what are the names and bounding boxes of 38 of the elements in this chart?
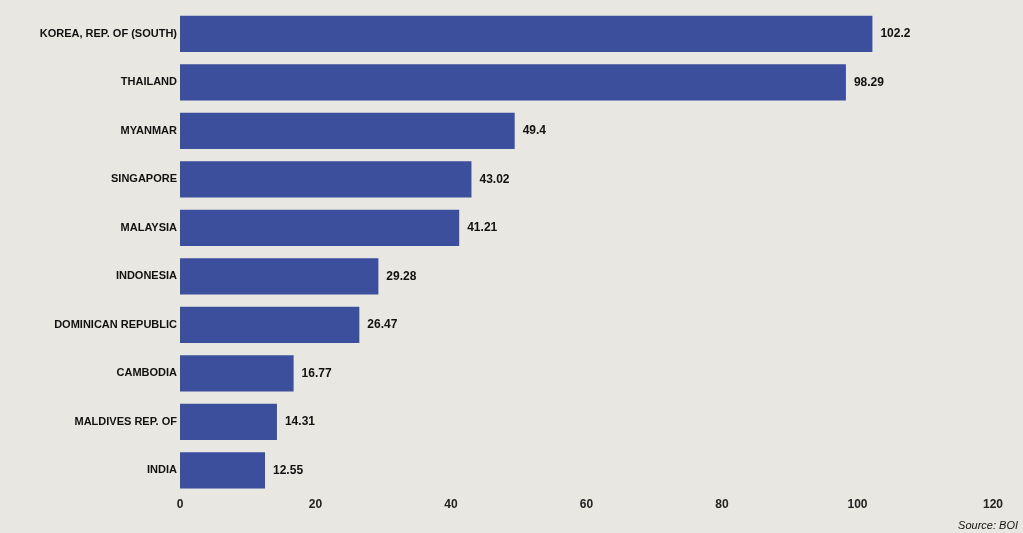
bar [180,161,472,198]
data-label: 14.31 [284,414,316,429]
bar [180,258,379,295]
bar [180,15,873,53]
bar [180,452,266,489]
y-tick-label: THAILAND [120,75,178,88]
x-tick-label: 80 [715,497,729,512]
y-tick-label: SINGAPORE [110,172,177,185]
bar [180,403,277,441]
bar [180,306,360,344]
bar [180,355,294,392]
y-tick-label: CAMBODIA [116,366,178,379]
data-label: 41.21 [467,220,498,235]
bar [180,209,460,247]
x-tick-label: 100 [847,497,868,512]
data-label: 12.55 [273,462,304,477]
data-label: 49.4 [522,123,547,138]
x-tick-label: 60 [579,497,594,512]
bar [180,112,515,150]
data-label: 26.47 [367,317,398,332]
y-tick-label: MALDIVES REP. OF [74,414,178,427]
y-tick-label: MYANMAR [120,123,178,136]
y-tick-label: KOREA, REP. OF (SOUTH) [39,26,178,39]
bar [180,64,846,101]
data-label: 102.2 [880,26,911,41]
x-tick-label: 0 [176,497,184,512]
data-label: 29.28 [386,268,417,283]
data-label: 43.02 [479,171,510,186]
y-tick-label: DOMINICAN REPUBLIC [54,317,178,330]
y-tick-label: MALAYSIA [120,220,178,233]
y-tick-label: INDONESIA [115,269,178,282]
x-tick-label: 20 [308,497,323,512]
source-note: Source: BOI [958,518,1018,531]
data-label: 16.77 [301,365,332,380]
x-tick-label: 120 [982,497,1004,512]
data-label: 98.29 [853,74,885,89]
y-tick-label: INDIA [147,463,178,476]
x-tick-label: 40 [444,497,458,512]
